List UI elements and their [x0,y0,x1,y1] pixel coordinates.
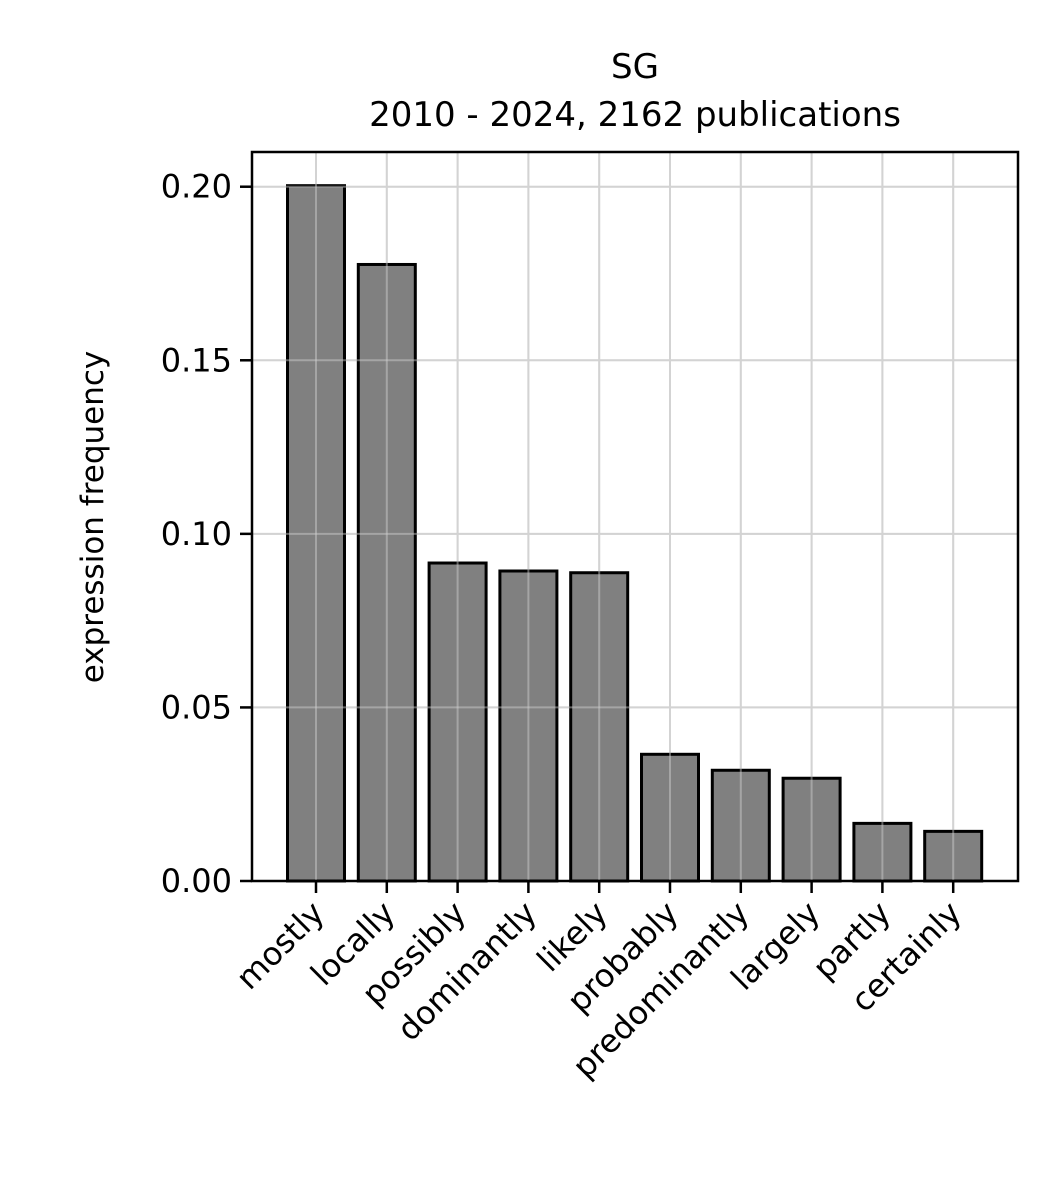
chart-subtitle: 2010 - 2024, 2162 publications [369,95,901,135]
plot-frame [250,150,1020,883]
bars [252,152,1018,883]
y-tick-label: 0.15 [161,341,232,379]
y-axis-label: expression frequency [75,351,111,684]
bar-mostly [286,184,346,883]
tick-labels: 0.000.050.100.150.20mostlylocallypossibl… [161,168,969,1086]
bar-locally [356,262,417,883]
y-tick-label: 0.05 [161,688,232,726]
x-tick-label: mostly [229,894,332,997]
y-tick-label: 0.00 [161,862,232,900]
axes [240,150,1020,893]
bar-dominantly [498,569,559,883]
chart-title: SG [611,47,659,87]
y-tick-label: 0.10 [161,515,232,553]
y-tick-label: 0.20 [161,168,232,206]
bar-possibly [427,561,488,883]
